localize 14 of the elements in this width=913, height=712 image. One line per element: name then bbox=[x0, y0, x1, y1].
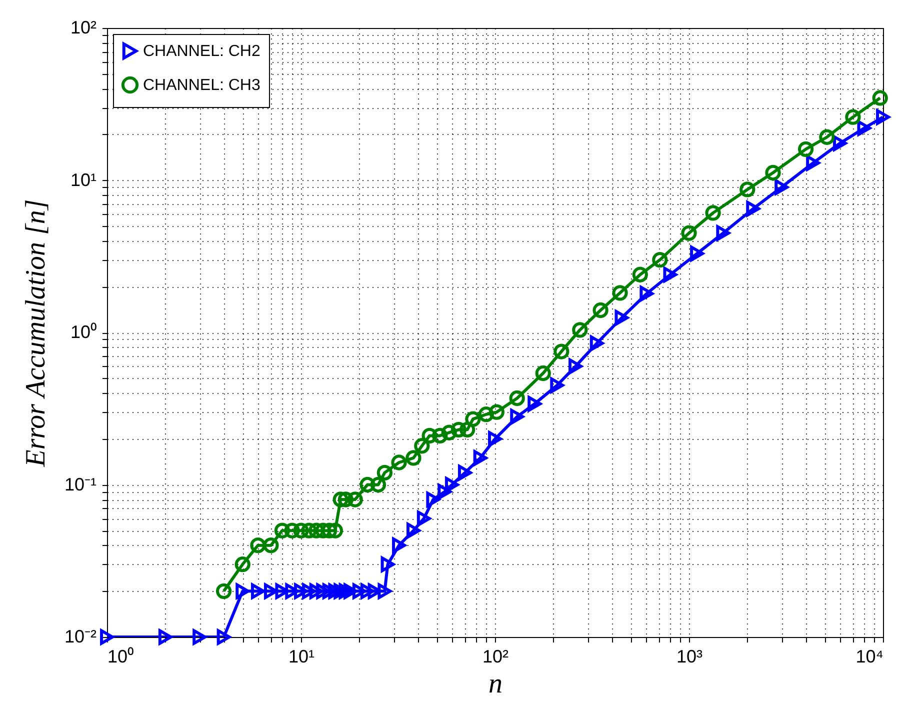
y-axis-title: Error Accumulation [n] bbox=[20, 199, 52, 468]
y-tick-label: 10⁻¹ bbox=[64, 474, 97, 494]
legend-label: CHANNEL: CH3 bbox=[143, 77, 260, 94]
x-tick-label: 10⁰ bbox=[108, 646, 134, 666]
x-tick-label: 10³ bbox=[676, 646, 703, 666]
y-tick-label: 10² bbox=[70, 18, 97, 38]
y-tick-label: 10⁰ bbox=[70, 322, 96, 342]
x-axis-title: n bbox=[488, 668, 502, 700]
x-tick-label: 10² bbox=[482, 646, 509, 666]
x-tick-label: 10⁴ bbox=[856, 646, 884, 666]
y-tick-label: 10⁻² bbox=[64, 626, 97, 646]
legend-label: CHANNEL: CH2 bbox=[143, 43, 260, 60]
y-tick-label: 10¹ bbox=[70, 170, 97, 190]
x-tick-label: 10¹ bbox=[288, 646, 315, 666]
